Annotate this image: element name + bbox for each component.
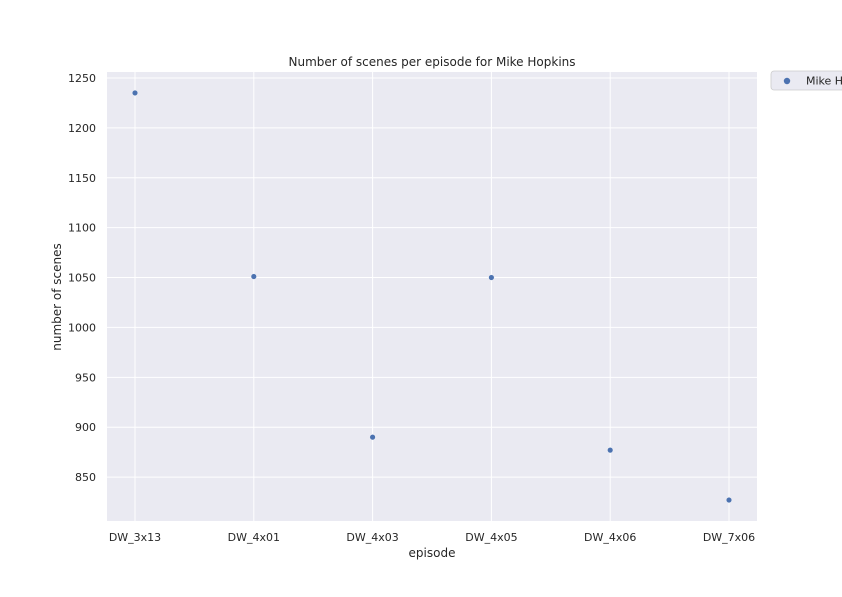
legend-marker [783,77,791,85]
y-tick-label: 1000 [68,321,96,334]
legend-label: Mike Hopkins [806,75,842,88]
legend-box [770,70,842,91]
y-axis-label: number of scenes [50,243,64,351]
y-tick-label: 1050 [68,272,96,285]
x-tick-label: DW_4x06 [584,531,636,544]
data-point [488,274,495,281]
chart-title: Number of scenes per episode for Mike Ho… [288,55,575,69]
x-tick-label: DW_3x13 [109,531,161,544]
data-point [369,434,376,441]
y-tick-label: 1100 [68,222,96,235]
y-tick-label: 1200 [68,122,96,135]
x-tick-label: DW_4x05 [465,531,517,544]
y-tick-label: 850 [75,471,96,484]
y-tick-label: 950 [75,371,96,384]
legend: Mike Hopkins [770,70,842,91]
data-point [607,447,614,454]
data-point [726,497,733,504]
y-axis-ticks: 850 900 950 1000 1050 1100 1150 1200 1250 [68,72,96,484]
plot-area [107,72,757,521]
x-axis-ticks: DW_3x13 DW_4x01 DW_4x03 DW_4x05 DW_4x06 DW_7x… [109,531,755,544]
y-tick-label: 900 [75,421,96,434]
data-point [131,89,138,96]
y-tick-label: 1250 [68,72,96,85]
data-points [131,89,733,504]
grid-lines [107,72,757,521]
x-tick-label: DW_7x06 [703,531,755,544]
data-point [250,273,257,280]
x-tick-label: DW_4x03 [346,531,398,544]
x-tick-label: DW_4x01 [228,531,280,544]
x-axis-label: episode [409,546,456,560]
y-tick-label: 1150 [68,172,96,185]
